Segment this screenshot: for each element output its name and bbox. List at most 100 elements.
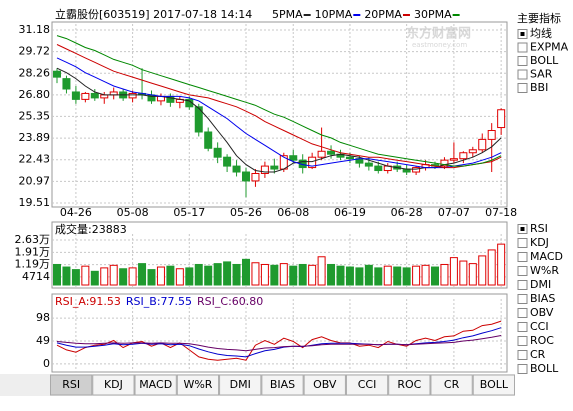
y-tick-label: 98 xyxy=(36,311,50,324)
candle-body xyxy=(223,156,232,167)
y-tick-label: 28.26 xyxy=(19,66,51,79)
y-tick-label: 26.80 xyxy=(19,88,51,101)
checkbox[interactable] xyxy=(517,56,528,66)
menu-item[interactable]: CR xyxy=(530,348,546,361)
checkbox[interactable] xyxy=(517,42,528,53)
candle-body xyxy=(449,158,458,161)
watermark-title: 东方财富网 xyxy=(406,26,471,42)
candle-body xyxy=(327,150,336,155)
tab[interactable] xyxy=(261,374,304,396)
series-line xyxy=(56,335,502,352)
tab[interactable] xyxy=(345,374,389,396)
menu-item[interactable]: 均线 xyxy=(530,26,552,40)
y-tick-label: 4714 xyxy=(22,270,50,283)
menu-item[interactable]: W%R xyxy=(530,264,559,277)
volume-bar xyxy=(100,267,109,286)
checkbox[interactable] xyxy=(517,266,528,276)
menu-item[interactable]: SAR xyxy=(530,68,553,81)
candle-body xyxy=(412,167,421,173)
tab-label[interactable]: MACD xyxy=(139,378,172,391)
volume-bar xyxy=(71,269,80,286)
menu-item[interactable]: CCI xyxy=(530,320,549,333)
checkbox[interactable] xyxy=(517,308,528,318)
volume-bar xyxy=(336,265,345,286)
menu-item[interactable]: OBV xyxy=(530,306,554,319)
y-tick-label: 23.89 xyxy=(19,131,51,144)
menu-item[interactable]: MACD xyxy=(530,250,563,263)
volume-panel xyxy=(51,221,508,289)
tab-label[interactable]: DMI xyxy=(230,378,251,391)
x-tick-label: 05-08 xyxy=(117,206,149,219)
candle-body xyxy=(260,165,269,174)
candle-body xyxy=(270,165,279,170)
tab-label[interactable]: W%R xyxy=(183,378,212,391)
tab[interactable] xyxy=(219,374,262,396)
checkbox[interactable] xyxy=(517,336,528,346)
checkbox[interactable] xyxy=(517,83,528,93)
candle-body xyxy=(487,130,496,140)
menu-item[interactable]: DMI xyxy=(530,278,551,291)
checkbox[interactable] xyxy=(517,294,528,304)
tab-label[interactable]: CCI xyxy=(358,378,377,391)
tab[interactable] xyxy=(430,374,473,396)
checkbox[interactable] xyxy=(517,350,528,360)
checkbox[interactable] xyxy=(517,364,528,374)
candle-body xyxy=(468,149,477,154)
menu-item[interactable]: KDJ xyxy=(530,236,549,249)
volume-bar xyxy=(138,263,147,286)
checkbox[interactable] xyxy=(517,69,528,80)
tab-label[interactable]: KDJ xyxy=(104,378,123,391)
tab[interactable] xyxy=(303,374,346,396)
y-tick-label: 0 xyxy=(43,357,50,370)
legend-label: 30PMA xyxy=(414,8,452,21)
volume-bar xyxy=(260,263,269,286)
menu-item[interactable]: BIAS xyxy=(530,292,555,305)
menu-item[interactable]: ROC xyxy=(530,334,554,347)
checkbox[interactable] xyxy=(517,238,528,248)
tab[interactable] xyxy=(472,374,515,396)
tab[interactable] xyxy=(50,374,93,396)
tab-label[interactable]: CR xyxy=(444,378,460,391)
tab-label[interactable]: ROC xyxy=(397,378,421,391)
candle-body xyxy=(345,156,354,160)
volume-bar xyxy=(213,263,222,286)
tab[interactable] xyxy=(388,374,431,396)
volume-bar xyxy=(487,249,496,286)
volume-bar xyxy=(62,266,71,286)
y-tick-label: 20.97 xyxy=(19,174,51,187)
volume-bar xyxy=(478,255,487,286)
volume-bar xyxy=(166,265,175,286)
menu-item[interactable]: RSI xyxy=(530,222,548,235)
checkbox[interactable] xyxy=(517,280,528,290)
tab[interactable] xyxy=(134,374,177,396)
candle-body xyxy=(81,92,90,100)
series-line xyxy=(56,35,502,167)
series-line xyxy=(56,327,502,358)
tab-label[interactable]: BOLL xyxy=(480,378,509,391)
volume-bar xyxy=(383,265,392,286)
menu-item[interactable]: BOLL xyxy=(530,362,559,375)
tab[interactable] xyxy=(92,374,135,396)
y-tick-label: 19.51 xyxy=(19,196,51,209)
tab[interactable] xyxy=(176,374,220,396)
checkbox[interactable] xyxy=(517,322,528,332)
menu-item[interactable]: BBI xyxy=(530,81,548,94)
volume-title: 成交量:23883 xyxy=(55,222,127,236)
volume-bar xyxy=(90,270,99,286)
volume-bar xyxy=(412,265,421,286)
menu-item[interactable]: BOLL xyxy=(530,54,559,67)
candle-body xyxy=(71,91,80,100)
volume-bar xyxy=(345,266,354,286)
volume-bar xyxy=(298,263,307,286)
candle-body xyxy=(251,172,260,182)
tab-label[interactable]: BIAS xyxy=(270,378,295,391)
tab-label[interactable]: OBV xyxy=(313,378,337,391)
checkbox[interactable] xyxy=(517,252,528,262)
tab-label[interactable]: RSI xyxy=(62,378,80,391)
menu-item[interactable]: EXPMA xyxy=(530,41,569,54)
y-tick-label: 22.43 xyxy=(19,153,51,166)
x-tick-label: 06-19 xyxy=(334,206,366,219)
volume-bar xyxy=(364,264,373,286)
y-tick-label: 49 xyxy=(36,334,50,347)
